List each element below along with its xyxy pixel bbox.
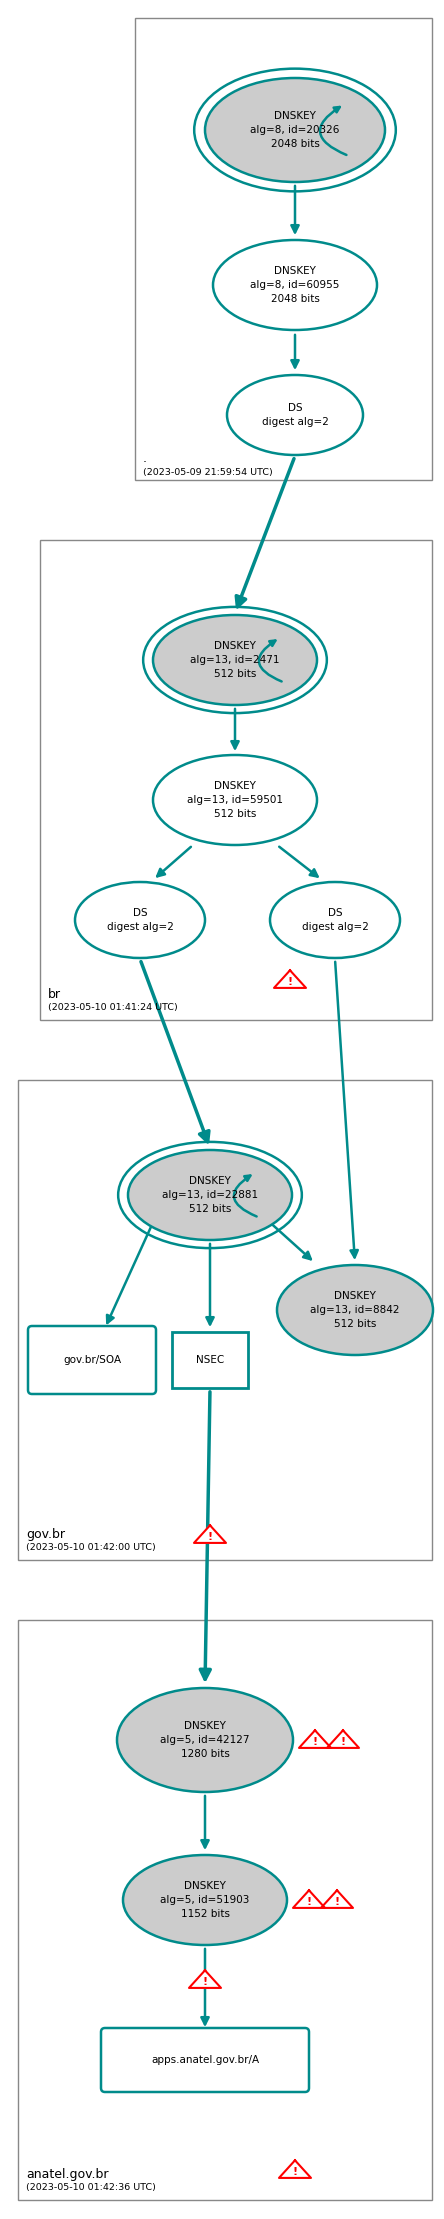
Polygon shape: [321, 1891, 353, 1908]
Text: .: .: [143, 453, 147, 466]
Text: NSEC: NSEC: [196, 1356, 224, 1365]
Polygon shape: [327, 1731, 359, 1749]
Ellipse shape: [128, 1149, 292, 1240]
Text: DNSKEY
alg=13, id=22881
512 bits: DNSKEY alg=13, id=22881 512 bits: [162, 1176, 258, 1214]
Ellipse shape: [277, 1265, 433, 1356]
Text: DNSKEY
alg=13, id=8842
512 bits: DNSKEY alg=13, id=8842 512 bits: [310, 1291, 400, 1329]
Text: br: br: [48, 987, 61, 1001]
Text: !: !: [313, 1737, 317, 1746]
Text: !: !: [207, 1531, 213, 1542]
Text: DS
digest alg=2: DS digest alg=2: [107, 908, 174, 932]
Polygon shape: [194, 1524, 226, 1542]
Text: !: !: [306, 1897, 312, 1906]
Text: (2023-05-10 01:42:36 UTC): (2023-05-10 01:42:36 UTC): [26, 2183, 156, 2192]
FancyBboxPatch shape: [28, 1327, 156, 1394]
Ellipse shape: [153, 754, 317, 845]
Ellipse shape: [205, 78, 385, 182]
Text: anatel.gov.br: anatel.gov.br: [26, 2168, 108, 2181]
Text: DNSKEY
alg=8, id=60955
2048 bits: DNSKEY alg=8, id=60955 2048 bits: [250, 266, 340, 304]
Bar: [172, 1331, 248, 1389]
Text: (2023-05-09 21:59:54 UTC): (2023-05-09 21:59:54 UTC): [143, 468, 273, 477]
Text: gov.br: gov.br: [26, 1529, 65, 1540]
Text: gov.br/SOA: gov.br/SOA: [63, 1356, 121, 1365]
Ellipse shape: [153, 615, 317, 706]
Text: DNSKEY
alg=5, id=51903
1152 bits: DNSKEY alg=5, id=51903 1152 bits: [160, 1882, 250, 1919]
Ellipse shape: [213, 240, 377, 331]
Text: DNSKEY
alg=5, id=42127
1280 bits: DNSKEY alg=5, id=42127 1280 bits: [160, 1722, 250, 1760]
Bar: [40, 539, 432, 1021]
Ellipse shape: [227, 375, 363, 455]
Text: DNSKEY
alg=13, id=59501
512 bits: DNSKEY alg=13, id=59501 512 bits: [187, 781, 283, 819]
Ellipse shape: [123, 1855, 287, 1946]
Text: DS
digest alg=2: DS digest alg=2: [262, 404, 329, 426]
Text: DNSKEY
alg=13, id=2471
512 bits: DNSKEY alg=13, id=2471 512 bits: [190, 641, 280, 679]
Bar: [18, 1081, 432, 1560]
Text: !: !: [334, 1897, 340, 1906]
Text: (2023-05-10 01:42:00 UTC): (2023-05-10 01:42:00 UTC): [26, 1542, 156, 1551]
Polygon shape: [279, 2161, 311, 2177]
Text: DS
digest alg=2: DS digest alg=2: [301, 908, 369, 932]
Polygon shape: [299, 1731, 331, 1749]
Polygon shape: [274, 970, 306, 987]
Text: !: !: [341, 1737, 345, 1746]
Text: apps.anatel.gov.br/A: apps.anatel.gov.br/A: [151, 2055, 259, 2066]
Text: !: !: [202, 1977, 207, 1986]
Bar: [135, 18, 432, 479]
Text: !: !: [287, 976, 293, 987]
Text: !: !: [293, 2168, 297, 2177]
Polygon shape: [189, 1970, 221, 1988]
Ellipse shape: [75, 881, 205, 959]
Polygon shape: [293, 1891, 325, 1908]
Text: (2023-05-10 01:41:24 UTC): (2023-05-10 01:41:24 UTC): [48, 1003, 178, 1012]
Ellipse shape: [270, 881, 400, 959]
Ellipse shape: [117, 1689, 293, 1793]
Bar: [18, 1620, 432, 2199]
Text: DNSKEY
alg=8, id=20326
2048 bits: DNSKEY alg=8, id=20326 2048 bits: [250, 111, 340, 149]
FancyBboxPatch shape: [101, 2028, 309, 2093]
